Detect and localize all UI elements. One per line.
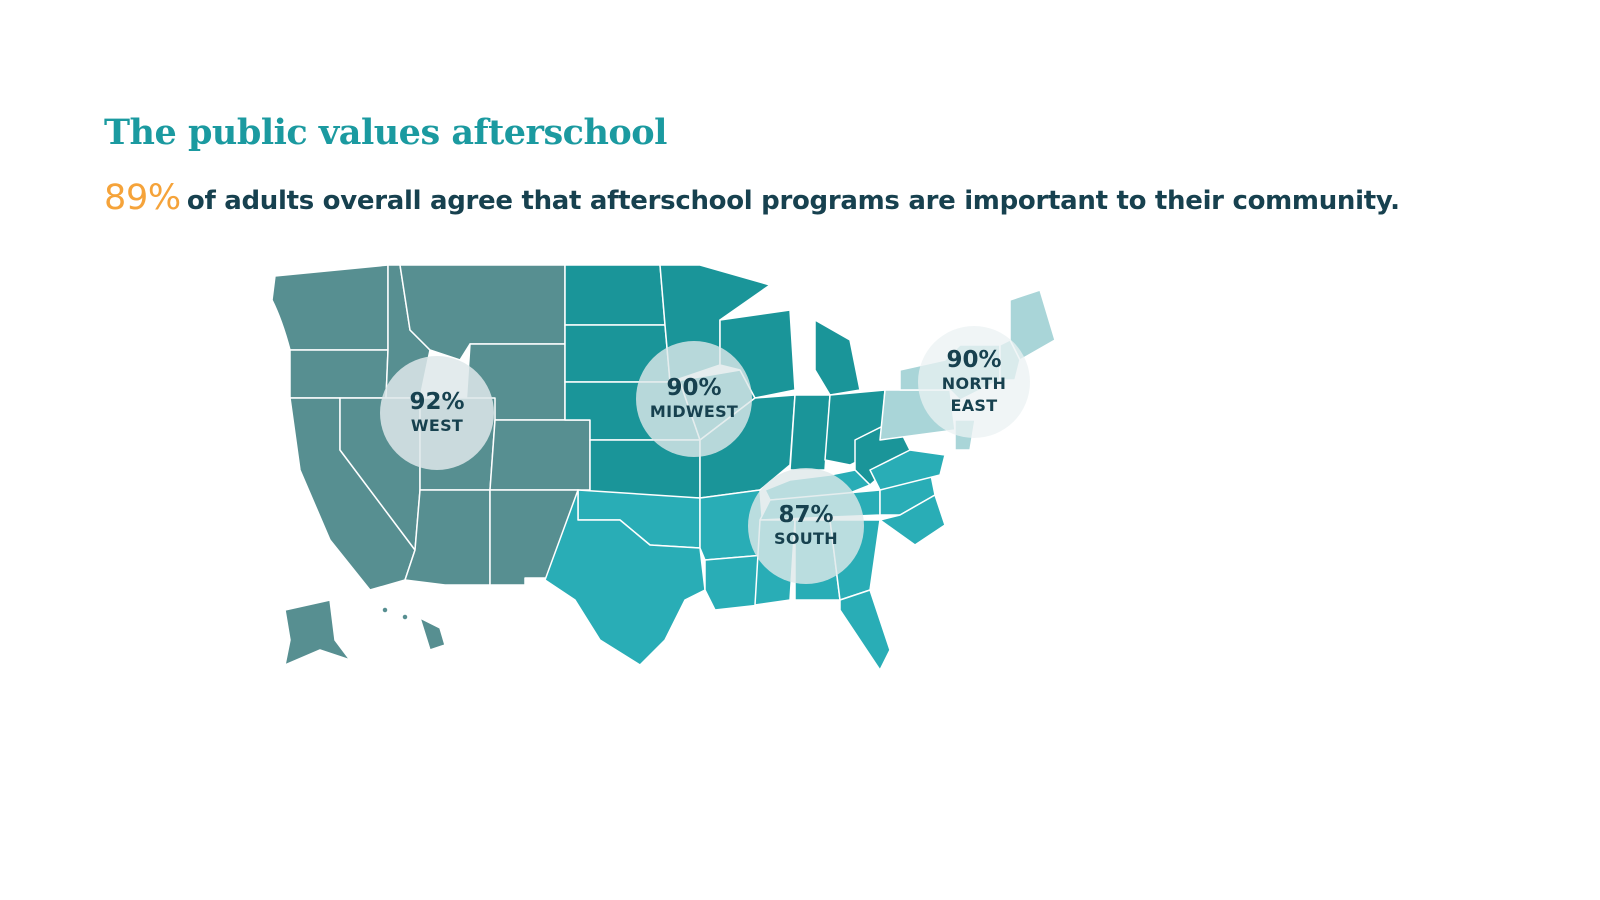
region-bubble-west: 92% WEST xyxy=(380,356,494,470)
northeast-label-line2: EAST xyxy=(950,396,998,415)
region-bubble-south: 87% SOUTH xyxy=(748,468,864,584)
page-title: The public values afterschool xyxy=(104,112,667,153)
overall-percentage: 89% xyxy=(104,178,181,218)
subtitle-text: of adults overall agree that afterschool… xyxy=(186,186,1400,216)
region-bubble-northeast: 90% NORTH EAST xyxy=(918,326,1030,438)
subtitle: 89% of adults overall agree that aftersch… xyxy=(104,178,1400,218)
midwest-label: MIDWEST xyxy=(649,402,739,421)
midwest-percentage: 90% xyxy=(666,375,722,401)
south-label: SOUTH xyxy=(774,529,838,548)
region-bubble-midwest: 90% MIDWEST xyxy=(636,341,752,457)
west-percentage: 92% xyxy=(409,389,465,415)
region-west xyxy=(271,264,591,666)
northeast-percentage: 90% xyxy=(946,347,1002,373)
south-percentage: 87% xyxy=(778,502,834,528)
northeast-label-line1: NORTH xyxy=(941,374,1007,393)
west-label: WEST xyxy=(410,416,464,435)
